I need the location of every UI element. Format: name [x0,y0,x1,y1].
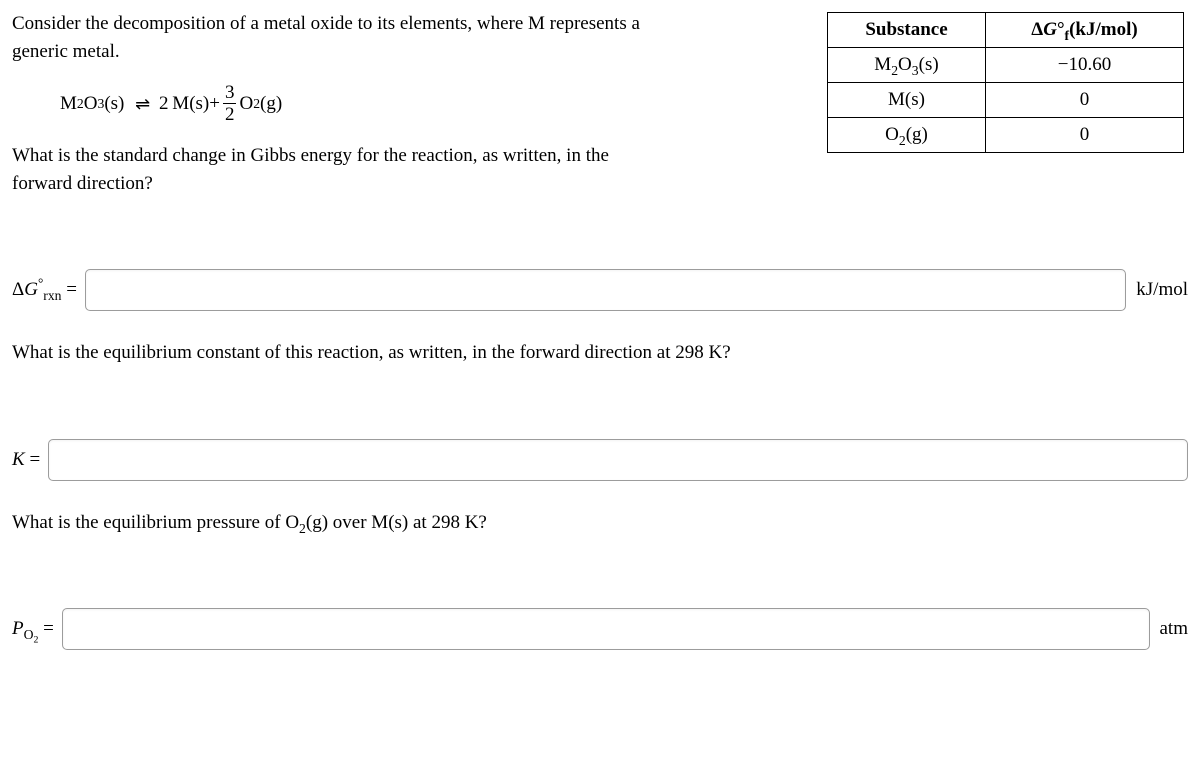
input-k[interactable] [48,439,1188,481]
input-dg-rxn[interactable] [85,269,1126,311]
header-dg: ΔG°f(kJ/mol) [986,13,1184,48]
label-dg-rxn: ΔG°rxn = [12,279,85,301]
eq-m: M [60,93,77,115]
equilibrium-arrows-icon: ⇌ [135,95,148,113]
question-2: What is the equilibrium constant of this… [12,339,1188,367]
cell-value: −10.60 [986,48,1184,83]
eq-fraction: 3 2 [223,83,237,124]
table-row: M2O3(s) −10.60 [828,48,1184,83]
eq-plus: + [209,93,220,115]
eq-coef2: 2 [159,93,169,115]
frac-den: 2 [223,103,237,124]
answer-row-k: K = [12,439,1188,481]
unit-kjmol: kJ/mol [1126,279,1188,301]
intro-text: Consider the decomposition of a metal ox… [12,10,807,65]
cell-substance: M2O3(s) [828,48,986,83]
cell-value: 0 [986,118,1184,153]
eq-phase-s: (s) [104,93,124,115]
question-3: What is the equilibrium pressure of O2(g… [12,509,1188,537]
frac-num: 3 [223,83,237,103]
answer-row-po2: PO2 = atm [12,608,1188,650]
answer-row-dg: ΔG°rxn = kJ/mol [12,269,1188,311]
intro-line2: generic metal. [12,41,120,62]
table-row: O2(g) 0 [828,118,1184,153]
gibbs-table: Substance ΔG°f(kJ/mol) M2O3(s) −10.60 M(… [827,12,1184,153]
table-header-row: Substance ΔG°f(kJ/mol) [828,13,1184,48]
eq-m-s: M(s) [172,93,209,115]
cell-substance: M(s) [828,83,986,118]
q1-line2: forward direction? [12,173,153,194]
header-substance: Substance [828,13,986,48]
eq-o2-phase: (g) [260,93,282,115]
cell-value: 0 [986,83,1184,118]
unit-atm: atm [1150,618,1189,640]
q1-line1: What is the standard change in Gibbs ene… [12,145,609,166]
label-k: K = [12,449,48,471]
cell-substance: O2(g) [828,118,986,153]
input-po2[interactable] [62,608,1150,650]
reaction-equation: M2O3(s) ⇌ 2 M(s) + 3 2 O2(g) [60,83,807,124]
eq-o2: O [239,93,253,115]
question-1: What is the standard change in Gibbs ene… [12,142,807,197]
intro-line1: Consider the decomposition of a metal ox… [12,13,640,34]
eq-o: O [84,93,98,115]
table-row: M(s) 0 [828,83,1184,118]
label-po2: PO2 = [12,618,62,641]
